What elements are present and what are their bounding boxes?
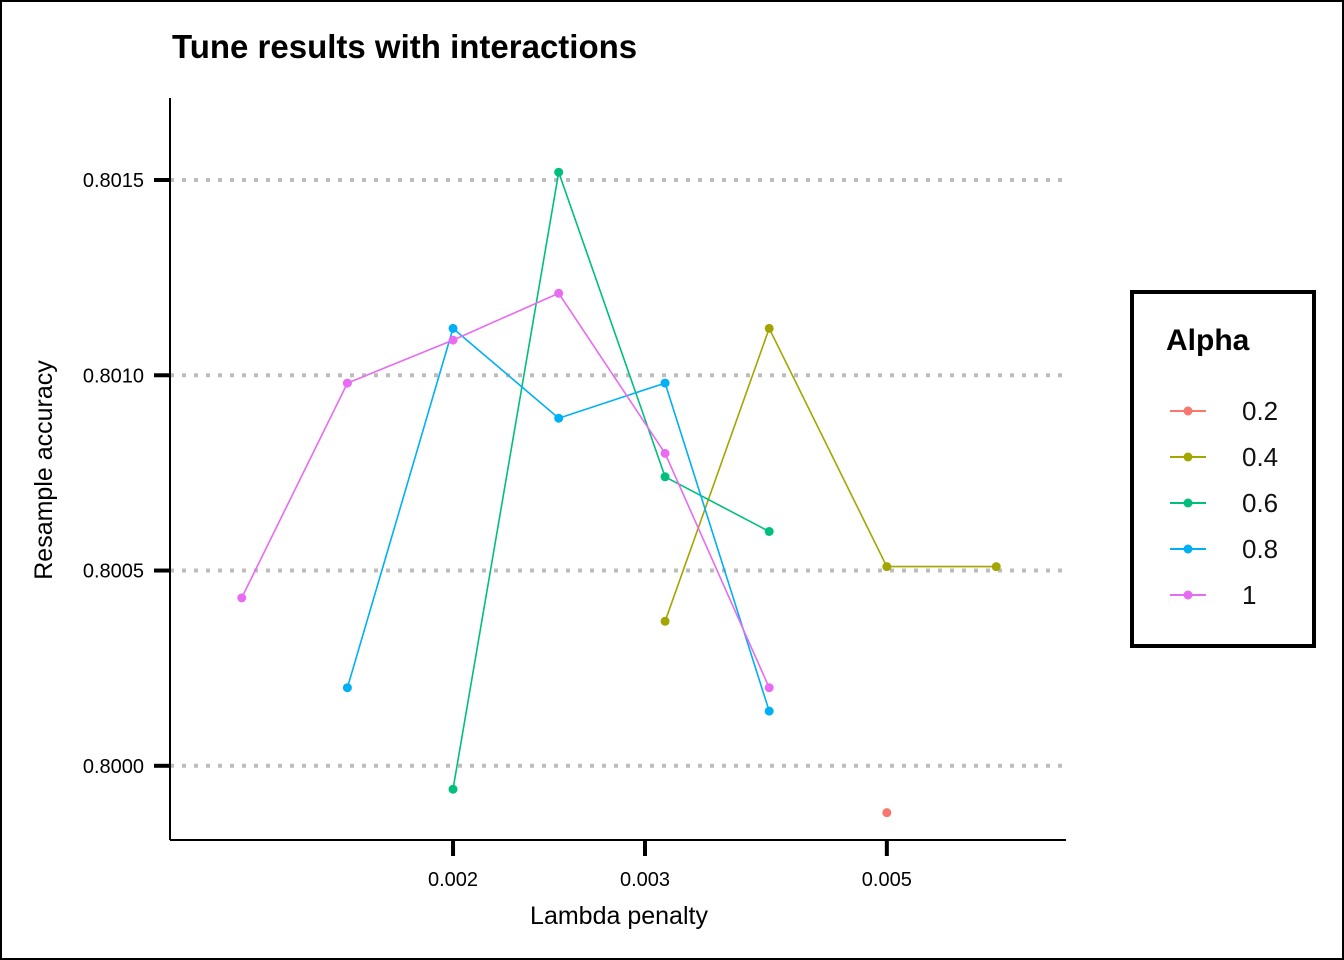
- data-point: [882, 562, 892, 572]
- legend-label: 0.6: [1242, 488, 1279, 518]
- x-tick-label: 0.003: [620, 869, 670, 891]
- data-point: [764, 706, 774, 716]
- y-axis-label: Resample accuracy: [30, 360, 58, 580]
- series-0.2: [882, 808, 892, 818]
- series-line: [346, 326, 770, 712]
- series-1: [237, 288, 774, 693]
- legend-key: [1170, 590, 1206, 600]
- series-0.4: [660, 323, 1001, 626]
- legend-item: 0.8: [1170, 534, 1320, 564]
- data-point: [554, 167, 564, 177]
- legend-item: 0.4: [1170, 442, 1320, 472]
- data-point: [660, 616, 670, 626]
- series-lines: [237, 167, 1001, 818]
- legend-item: 1: [1170, 580, 1320, 610]
- data-point: [554, 413, 564, 423]
- data-point: [448, 784, 458, 794]
- legend-key: [1170, 406, 1206, 416]
- series-line: [452, 169, 770, 790]
- data-point: [991, 562, 1001, 572]
- series-0.8: [342, 323, 774, 716]
- y-tick-label: 0.8010: [83, 365, 144, 387]
- x-axis-label: Lambda penalty: [530, 902, 708, 930]
- legend-label: 0.8: [1242, 534, 1279, 564]
- legend-item: 0.2: [1170, 396, 1320, 426]
- legend-label: 1: [1242, 580, 1257, 610]
- legend-label: 0.4: [1242, 442, 1279, 472]
- data-point: [764, 526, 774, 536]
- data-point: [342, 683, 352, 693]
- data-point: [660, 472, 670, 482]
- chart-title: Tune results with interactions: [172, 28, 638, 65]
- legend-key: [1170, 498, 1206, 508]
- series-0.6: [448, 167, 774, 794]
- series-line: [240, 292, 770, 689]
- legend-key: [1170, 452, 1206, 462]
- y-tick-label: 0.8000: [83, 756, 144, 778]
- y-tick-label: 0.8005: [83, 561, 144, 583]
- data-point: [448, 335, 458, 345]
- data-point: [660, 448, 670, 458]
- grid-lines: [170, 178, 1066, 768]
- axis-ticks: 0.8000 0.8005 0.8010 0.8015 0.002 0.003 0.005: [83, 170, 912, 891]
- data-point: [764, 323, 774, 333]
- data-point: [882, 808, 892, 818]
- data-point: [554, 288, 564, 298]
- series-line: [664, 326, 997, 622]
- legend-label: 0.2: [1242, 396, 1279, 426]
- data-point: [660, 378, 670, 388]
- data-point: [448, 323, 458, 333]
- data-point: [764, 683, 774, 693]
- legend-key: [1170, 544, 1206, 554]
- data-point: [342, 378, 352, 388]
- legend-title: Alpha: [1166, 324, 1250, 357]
- y-tick-label: 0.8015: [83, 170, 144, 192]
- x-tick-label: 0.002: [428, 869, 478, 891]
- x-tick-label: 0.005: [862, 869, 912, 891]
- legend: Alpha 0.2 0.4 0.6 0.8 1: [1130, 290, 1316, 648]
- legend-item: 0.6: [1170, 488, 1320, 518]
- data-point: [237, 593, 247, 603]
